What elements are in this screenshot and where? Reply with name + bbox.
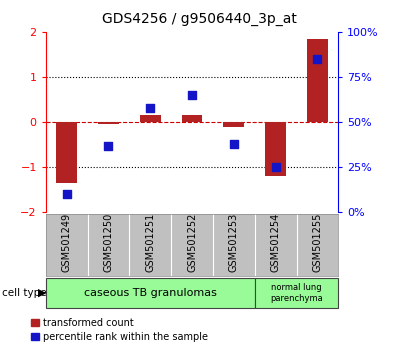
Text: normal lung
parenchyma: normal lung parenchyma [270,283,323,303]
Bar [98,122,119,124]
Text: GSM501253: GSM501253 [229,212,239,272]
Point [105,143,111,148]
Point [272,164,279,170]
Text: GSM501255: GSM501255 [312,212,322,272]
Text: ▶: ▶ [38,288,46,298]
Text: GSM501249: GSM501249 [62,212,72,272]
Bar [140,115,161,122]
Legend: transformed count, percentile rank within the sample: transformed count, percentile rank withi… [31,318,209,342]
Bar [46,278,255,308]
Bar [56,122,77,183]
Point [314,56,321,62]
Text: GSM501252: GSM501252 [187,212,197,272]
Point [64,192,70,197]
Point [231,141,237,147]
Bar [223,122,244,127]
Point [147,105,154,110]
Bar [265,122,286,176]
Text: caseous TB granulomas: caseous TB granulomas [84,288,217,298]
Bar [255,278,338,308]
Text: GSM501251: GSM501251 [145,212,155,272]
Text: GSM501254: GSM501254 [271,212,281,272]
Text: GDS4256 / g9506440_3p_at: GDS4256 / g9506440_3p_at [101,12,297,27]
Text: cell type: cell type [2,288,47,298]
Bar [307,39,328,122]
Text: GSM501250: GSM501250 [103,212,113,272]
Bar [181,115,203,122]
Point [189,92,195,98]
